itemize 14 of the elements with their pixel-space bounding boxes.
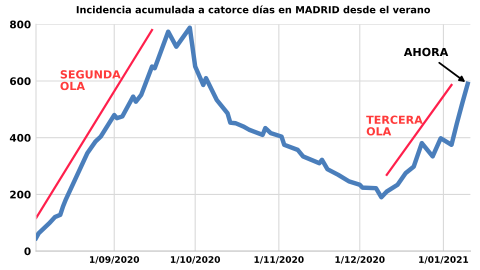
annotation: TERCERA OLA (366, 116, 423, 136)
x-tick-label: 1/09/2020 (90, 256, 140, 264)
x-tick-label: 1/10/2020 (170, 256, 220, 264)
x-tick-label: 1/01/2021 (419, 256, 468, 264)
chart-title: Incidencia acumulada a catorce días en MADRID desde el verano (76, 5, 430, 14)
y-tick-label: 200 (10, 190, 31, 199)
y-tick-label: 600 (10, 77, 31, 86)
annotation: AHORA (404, 48, 448, 56)
y-tick-label: 0 (24, 247, 31, 256)
annotation: SEGUNDA OLA (60, 70, 121, 90)
y-tick-label: 800 (10, 20, 31, 28)
y-tick-label: 400 (10, 134, 31, 142)
x-tick-label: 1/11/2020 (254, 256, 304, 264)
x-tick-label: 1/12/2020 (336, 256, 385, 264)
